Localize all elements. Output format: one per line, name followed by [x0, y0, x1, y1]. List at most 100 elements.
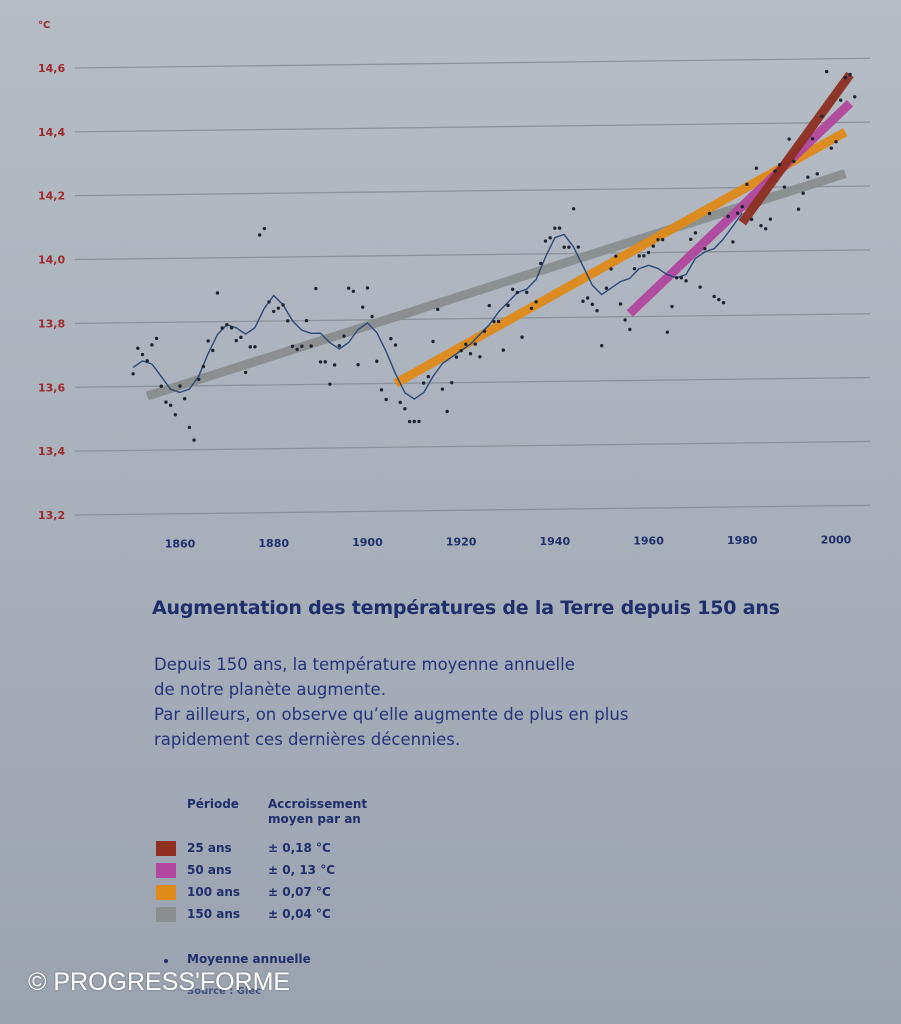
- y-tick-label: 14,2: [38, 190, 65, 203]
- y-tick-label: 13,4: [38, 445, 65, 458]
- annual-point: [749, 217, 754, 222]
- annual-point: [553, 226, 557, 230]
- legend-rate: ± 0,04 °C: [268, 907, 331, 921]
- legend-row-100: 100 ans ± 0,07 °C: [150, 883, 410, 901]
- annual-point: [473, 342, 477, 346]
- annual-point: [806, 175, 810, 179]
- annual-point: [159, 384, 163, 388]
- annual-point: [257, 233, 262, 237]
- annual-point: [309, 344, 313, 348]
- annual-point: [304, 318, 309, 323]
- annual-point: [342, 334, 346, 338]
- annual-point: [356, 362, 360, 367]
- annual-point: [492, 319, 496, 324]
- x-tick-label: 1960: [633, 535, 664, 548]
- trend-line-25-ans: [738, 71, 854, 226]
- legend-period: 25 ans: [187, 841, 232, 855]
- annual-point: [698, 285, 702, 289]
- annual-point: [759, 223, 763, 228]
- annual-point: [614, 254, 618, 258]
- y-tick-label: 13,8: [38, 317, 65, 330]
- x-tick-label: 1980: [727, 534, 758, 547]
- annual-point: [515, 290, 520, 295]
- legend-period: 50 ans: [187, 863, 232, 877]
- annual-point: [510, 287, 515, 292]
- annual-point: [684, 279, 688, 283]
- x-tick-label: 2000: [821, 533, 852, 546]
- description: Depuis 150 ans, la température moyenne a…: [154, 652, 794, 752]
- annual-point: [604, 286, 609, 290]
- annual-point: [660, 237, 665, 242]
- gridline: [74, 313, 871, 325]
- legend-swatch-25: [156, 841, 176, 856]
- annual-point: [712, 294, 716, 299]
- annual-point: [534, 300, 538, 304]
- annual-point: [848, 72, 852, 77]
- annual-point: [225, 323, 229, 327]
- annual-point: [543, 239, 548, 243]
- gridline: [74, 376, 871, 388]
- annual-point: [557, 226, 562, 230]
- legend-rate: ± 0,18 °C: [268, 841, 331, 855]
- annual-point: [595, 308, 599, 313]
- annual-point: [717, 297, 721, 302]
- annual-point: [154, 336, 159, 341]
- x-tick-label: 1920: [446, 536, 477, 549]
- annual-point: [243, 370, 248, 375]
- description-line: Depuis 150 ans, la température moyenne a…: [154, 655, 575, 674]
- annual-point: [445, 409, 449, 414]
- legend-period: 100 ans: [187, 885, 241, 899]
- annual-point: [150, 343, 154, 347]
- annual-point: [370, 314, 374, 319]
- annual-point: [571, 207, 576, 211]
- annual-point: [281, 303, 285, 307]
- annual-point: [796, 207, 801, 211]
- annual-point: [853, 95, 857, 99]
- annual-point: [525, 290, 529, 295]
- y-tick-label: 13,2: [38, 509, 65, 522]
- x-tick-label: 1860: [165, 537, 196, 550]
- legend-rate: ± 0,07 °C: [268, 885, 331, 899]
- annual-point: [379, 388, 384, 392]
- annual-point: [600, 344, 604, 348]
- annual-point: [136, 346, 140, 350]
- annual-point: [731, 240, 735, 244]
- annual-point: [276, 306, 281, 310]
- annual-point: [520, 335, 524, 339]
- annual-point: [464, 342, 468, 346]
- annual-point: [187, 425, 192, 430]
- trend-line-50-ans: [626, 99, 854, 317]
- grid: [74, 57, 871, 516]
- y-tick-label: 14,6: [38, 62, 65, 75]
- legend-header-rate-line1: Accroissement: [268, 797, 368, 811]
- y-axis-labels: 13,2 13,4 13,6 13,8 14,0 14,2 14,4 14,6: [38, 62, 65, 522]
- annual-point: [820, 114, 824, 119]
- annual-point: [468, 352, 473, 356]
- legend-header-period: Période: [187, 797, 239, 811]
- annual-point: [412, 419, 416, 424]
- annual-point: [192, 438, 196, 442]
- smoothed-curve: [132, 212, 743, 400]
- annual-point: [459, 348, 463, 353]
- annual-point: [215, 291, 220, 295]
- annual-point: [721, 301, 726, 305]
- annual-point: [693, 231, 698, 235]
- annual-point: [337, 344, 342, 348]
- annual-point: [782, 185, 787, 189]
- description-line: Par ailleurs, on observe qu’elle augment…: [154, 705, 629, 724]
- annual-point: [632, 266, 637, 271]
- annual-point: [792, 159, 796, 164]
- annual-point: [689, 237, 693, 241]
- annual-point: [211, 348, 215, 353]
- annual-point: [478, 355, 482, 359]
- annual-point: [403, 407, 407, 411]
- annual-point: [787, 137, 791, 141]
- legend-row-150: 150 ans ± 0,04 °C: [150, 905, 410, 923]
- annual-point: [773, 169, 777, 173]
- legend-row-25: 25 ans ± 0,18 °C: [150, 839, 410, 857]
- annual-point: [585, 296, 590, 300]
- annual-point: [506, 303, 510, 308]
- annual-point: [206, 339, 210, 343]
- annual-point: [323, 360, 327, 364]
- y-axis-unit: °C: [38, 20, 50, 31]
